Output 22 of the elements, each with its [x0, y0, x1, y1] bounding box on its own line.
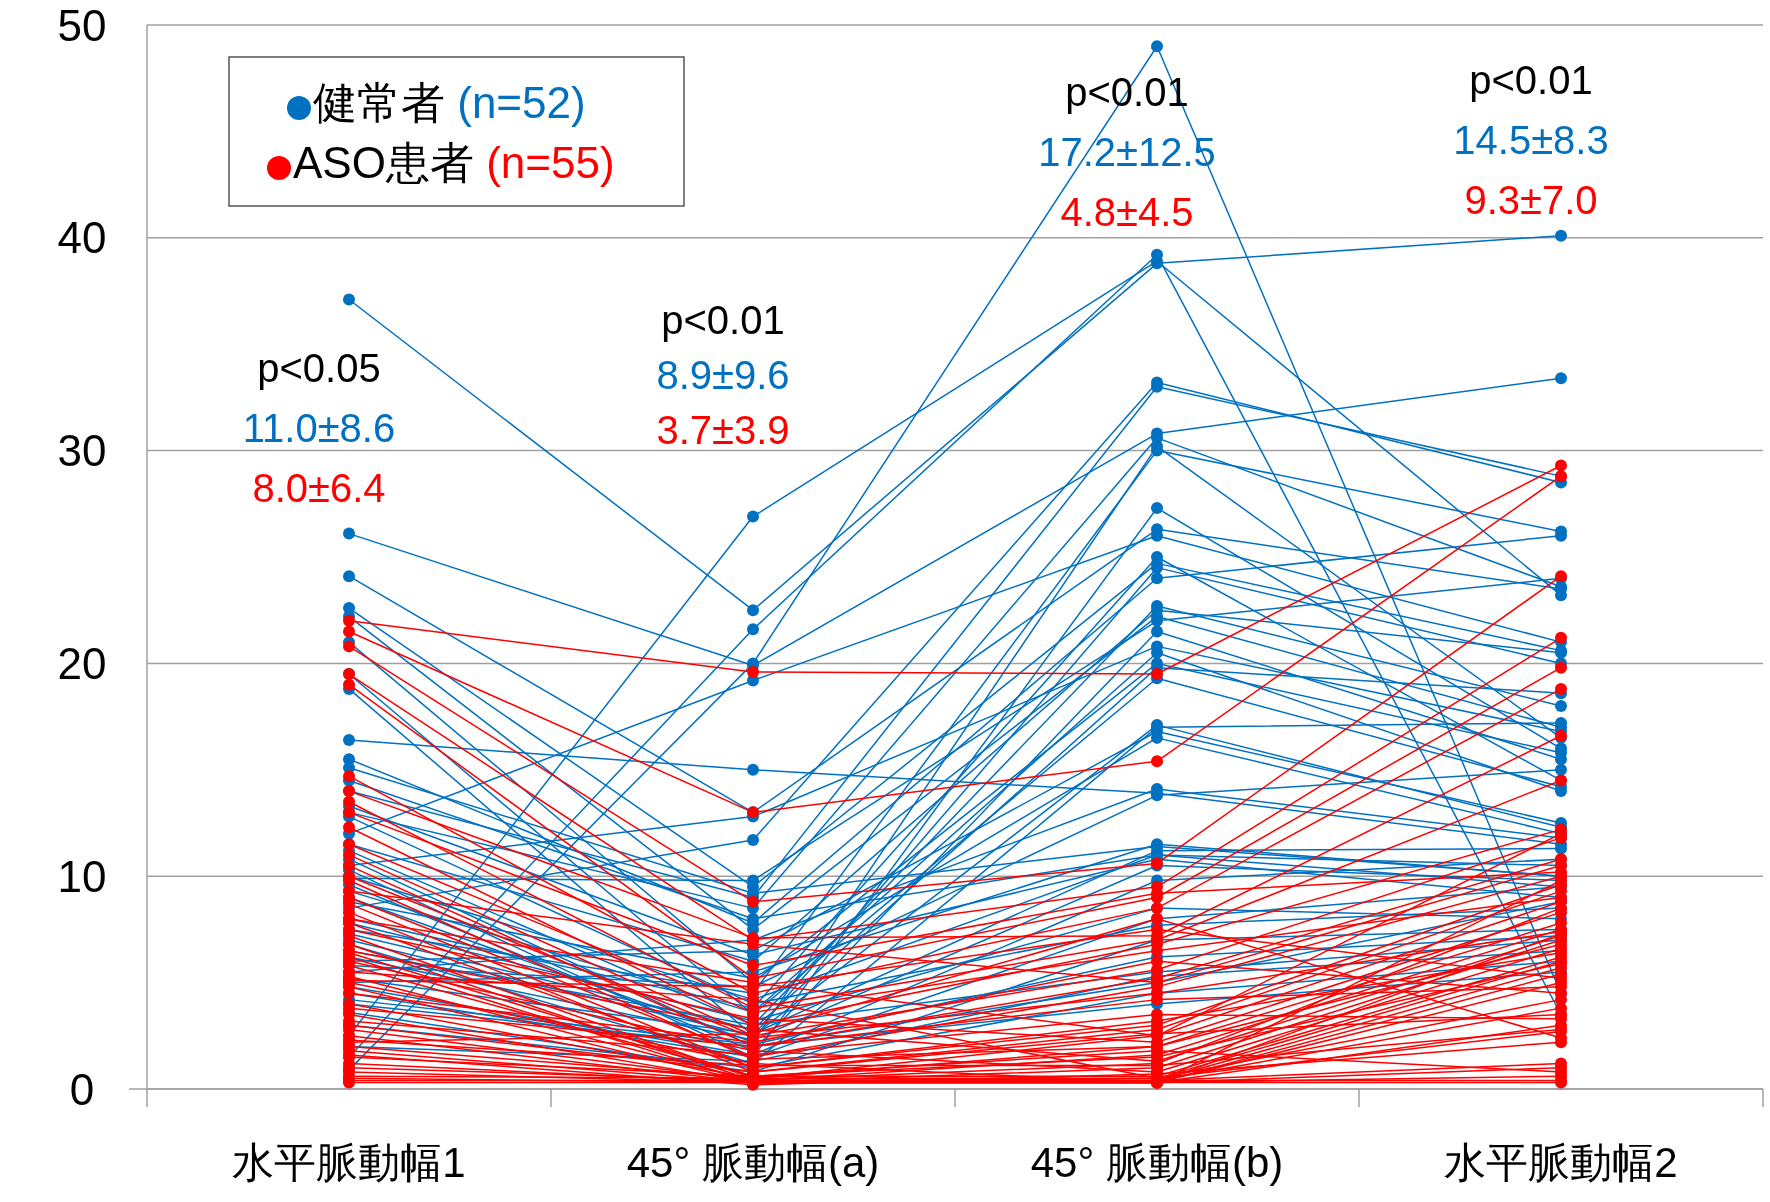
x-tick-label: 45° 脈動幅(b): [1030, 1139, 1284, 1186]
legend-label: ASO患者 (n=55): [293, 137, 615, 187]
annotation: 11.0±8.6: [242, 406, 396, 450]
annotation: 4.8±4.5: [1060, 190, 1194, 234]
y-tick-label: 40: [57, 213, 107, 263]
annotation: 8.0±6.4: [252, 466, 386, 510]
x-tick-label: 45° 脈動幅(a): [626, 1139, 880, 1186]
y-tick-label: 30: [57, 426, 107, 476]
y-tick-label: 50: [57, 0, 107, 50]
x-tick-label: 水平脈動幅1: [232, 1139, 466, 1186]
annotation: 9.3±7.0: [1464, 178, 1598, 222]
annotation: 14.5±8.3: [1453, 118, 1609, 162]
annotation: p<0.05: [257, 346, 381, 390]
y-tick-label: 0: [69, 1064, 95, 1114]
annotation: p<0.01: [1469, 58, 1593, 102]
x-tick-label: 水平脈動幅2: [1444, 1139, 1678, 1186]
y-tick-label: 20: [57, 638, 107, 688]
annotation: p<0.01: [661, 298, 785, 342]
annotation: 8.9±9.6: [656, 353, 790, 397]
y-tick-label: 10: [57, 851, 107, 901]
annotation: 3.7±3.9: [656, 408, 790, 452]
legend-label: 健常者 (n=52): [313, 77, 586, 127]
